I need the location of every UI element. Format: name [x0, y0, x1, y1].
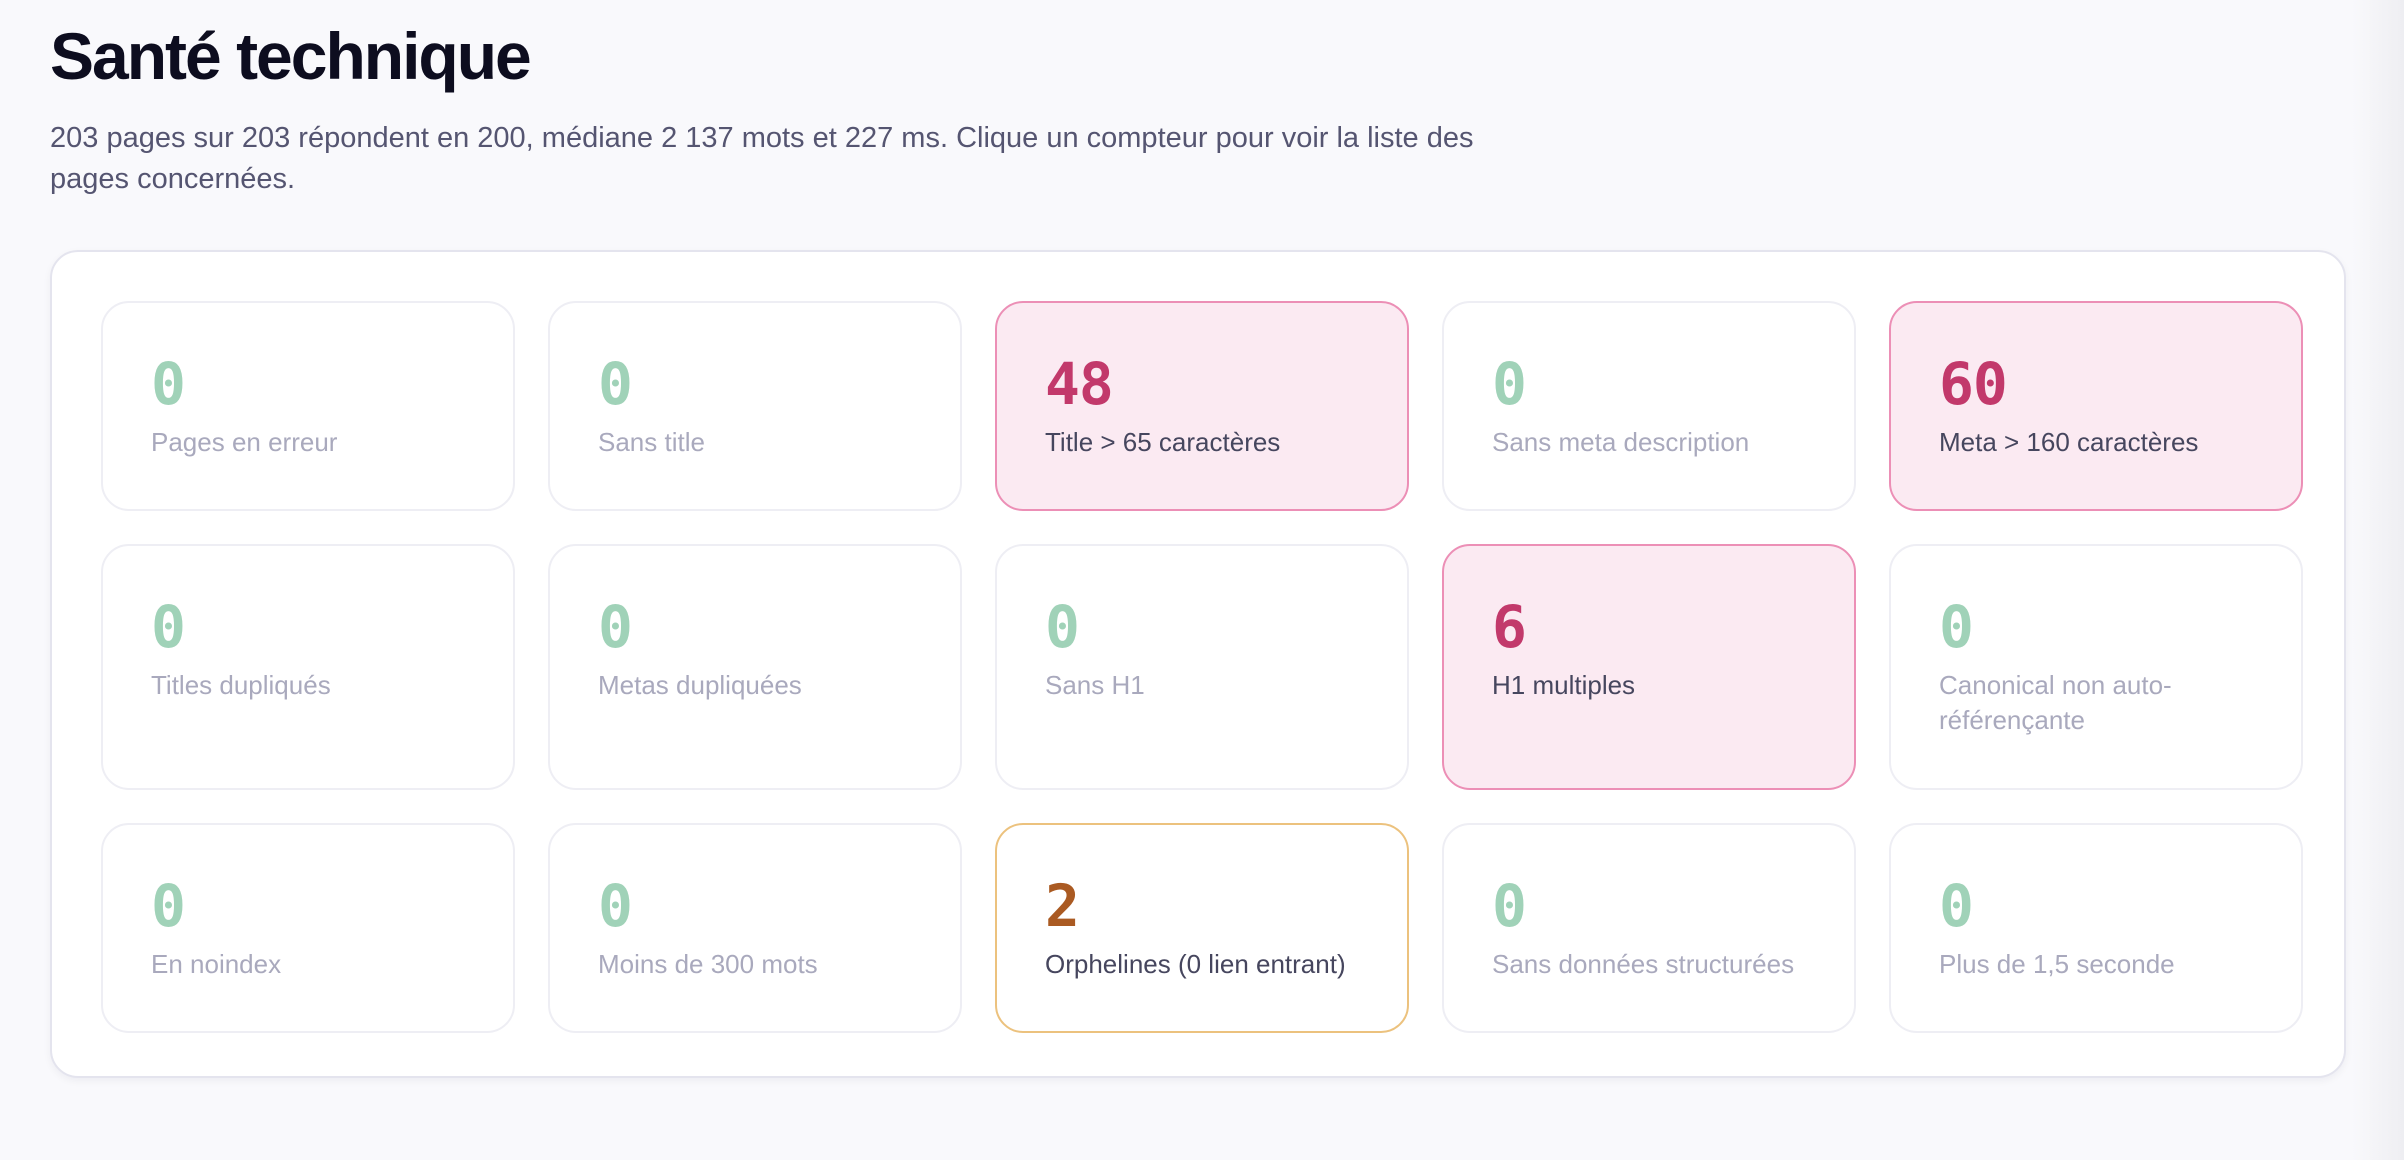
counter-label: En noindex	[151, 949, 282, 979]
counter-label: Title > 65 caractères	[1045, 427, 1281, 457]
counter-label: Sans H1	[1045, 670, 1145, 700]
counter-value: 0	[1939, 872, 1974, 940]
counter-value: 0	[1939, 593, 1974, 661]
counter-value: 0	[598, 350, 633, 418]
counter-card-h1-multiples[interactable]: 6 H1 multiples	[1442, 544, 1856, 790]
counter-value: 2	[1045, 872, 1080, 940]
counter-value: 0	[598, 872, 633, 940]
counter-label: H1 multiples	[1492, 670, 1636, 700]
counter-label: Plus de 1,5 seconde	[1939, 949, 2175, 979]
page-title: Santé technique	[50, 19, 532, 93]
counter-card-sans-donnees-structurees[interactable]: 0 Sans données structurées	[1442, 823, 1856, 1033]
counter-label: Meta > 160 caractères	[1939, 427, 2199, 457]
counter-value: 0	[1045, 593, 1080, 661]
counter-card-titles-dupliques[interactable]: 0 Titles dupliqués	[101, 544, 515, 790]
counter-card-meta-trop-longue[interactable]: 60 Meta > 160 caractères	[1889, 301, 2303, 511]
counter-label: Metas dupliquées	[598, 670, 802, 700]
counter-value: 0	[1492, 872, 1527, 940]
counter-value: 60	[1939, 350, 2008, 418]
counter-value: 0	[151, 872, 186, 940]
counter-label: Orphelines (0 lien entrant)	[1045, 949, 1346, 979]
counter-label: Canonical non auto-référençante	[1939, 670, 2172, 735]
counter-value: 0	[151, 350, 186, 418]
counter-label: Pages en erreur	[151, 427, 338, 457]
counter-card-pages-en-erreur[interactable]: 0 Pages en erreur	[101, 301, 515, 511]
window-edge-shadow	[2352, 0, 2404, 1160]
counter-value: 0	[598, 593, 633, 661]
counter-card-canonical-non-auto-referencante[interactable]: 0 Canonical non auto-référençante	[1889, 544, 2303, 790]
page-subtitle: 203 pages sur 203 répondent en 200, médi…	[50, 122, 1474, 195]
counter-card-sans-title[interactable]: 0 Sans title	[548, 301, 962, 511]
counter-card-moins-de-300-mots[interactable]: 0 Moins de 300 mots	[548, 823, 962, 1033]
counter-label: Sans title	[598, 427, 705, 457]
counter-card-plus-de-1-5-seconde[interactable]: 0 Plus de 1,5 seconde	[1889, 823, 2303, 1033]
counter-card-orphelines[interactable]: 2 Orphelines (0 lien entrant)	[995, 823, 1409, 1033]
counter-card-sans-meta-description[interactable]: 0 Sans meta description	[1442, 301, 1856, 511]
page-container: Santé technique 203 pages sur 203 répond…	[50, 0, 2350, 1078]
counter-label: Moins de 300 mots	[598, 949, 818, 979]
counter-value: 0	[1492, 350, 1527, 418]
counter-value: 48	[1045, 350, 1114, 418]
counter-value: 0	[151, 593, 186, 661]
counter-label: Titles dupliqués	[151, 670, 331, 700]
counter-label: Sans meta description	[1492, 427, 1750, 457]
counter-card-title-trop-long[interactable]: 48 Title > 65 caractères	[995, 301, 1409, 511]
counters-grid: 0 Pages en erreur 0 Sans title 48 Title …	[101, 301, 2303, 1033]
counter-value: 6	[1492, 593, 1527, 661]
counter-card-sans-h1[interactable]: 0 Sans H1	[995, 544, 1409, 790]
counter-card-metas-dupliquees[interactable]: 0 Metas dupliquées	[548, 544, 962, 790]
health-counters-panel: 0 Pages en erreur 0 Sans title 48 Title …	[50, 250, 2346, 1078]
counter-card-en-noindex[interactable]: 0 En noindex	[101, 823, 515, 1033]
counter-label: Sans données structurées	[1492, 949, 1795, 979]
